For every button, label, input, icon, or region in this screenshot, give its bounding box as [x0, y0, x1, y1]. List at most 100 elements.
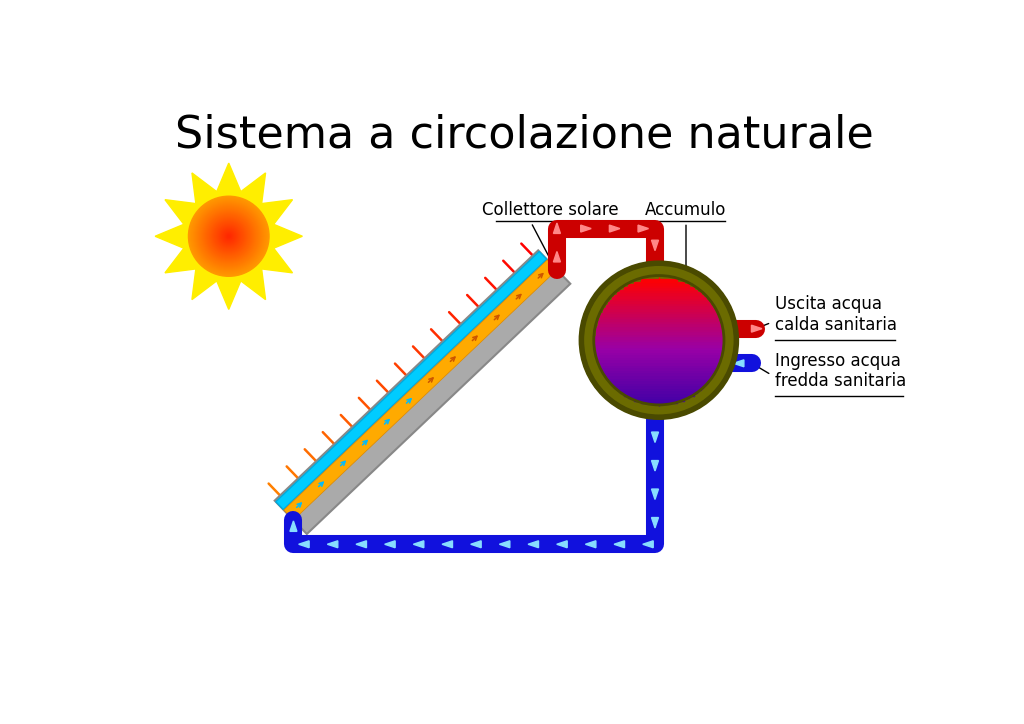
Polygon shape — [274, 251, 570, 534]
Bar — [596, 351, 721, 354]
Bar — [603, 310, 715, 313]
Polygon shape — [356, 541, 367, 548]
Circle shape — [189, 197, 268, 275]
Circle shape — [223, 231, 233, 241]
Bar — [609, 380, 708, 383]
Circle shape — [191, 199, 266, 273]
Bar — [614, 295, 703, 298]
Bar — [624, 392, 693, 395]
Circle shape — [195, 202, 263, 270]
Bar — [614, 385, 703, 388]
Circle shape — [188, 196, 269, 277]
Circle shape — [206, 214, 252, 259]
Circle shape — [225, 233, 231, 239]
Text: Ingresso acqua
fredda sanitaria: Ingresso acqua fredda sanitaria — [775, 352, 906, 390]
Bar — [601, 367, 717, 370]
Bar — [598, 321, 720, 324]
Polygon shape — [414, 541, 424, 548]
Bar — [596, 333, 722, 336]
Polygon shape — [284, 260, 557, 520]
Circle shape — [218, 225, 240, 248]
Polygon shape — [609, 225, 620, 232]
Polygon shape — [651, 432, 658, 442]
Polygon shape — [614, 541, 625, 548]
Circle shape — [199, 206, 259, 266]
Bar — [596, 346, 722, 349]
Bar — [629, 285, 689, 287]
Polygon shape — [643, 541, 653, 548]
Circle shape — [198, 205, 260, 267]
Polygon shape — [442, 541, 453, 548]
Bar — [607, 303, 710, 306]
Circle shape — [211, 218, 247, 254]
Circle shape — [219, 227, 239, 246]
Bar — [595, 336, 722, 339]
Polygon shape — [290, 521, 297, 531]
Text: Accumulo: Accumulo — [645, 201, 727, 219]
Bar — [595, 341, 722, 344]
Polygon shape — [651, 403, 658, 414]
Circle shape — [194, 201, 264, 272]
Polygon shape — [471, 541, 481, 548]
Polygon shape — [328, 541, 338, 548]
Circle shape — [582, 264, 736, 417]
Circle shape — [216, 223, 242, 249]
Circle shape — [227, 235, 229, 237]
Polygon shape — [651, 489, 658, 500]
Polygon shape — [733, 360, 743, 367]
Circle shape — [202, 209, 256, 264]
Bar — [612, 382, 706, 385]
Circle shape — [222, 230, 234, 243]
Bar — [617, 292, 700, 295]
Polygon shape — [586, 541, 596, 548]
Circle shape — [204, 211, 254, 261]
Polygon shape — [752, 325, 762, 332]
Bar — [595, 339, 722, 342]
Polygon shape — [557, 541, 567, 548]
Circle shape — [196, 203, 262, 269]
Polygon shape — [553, 223, 560, 233]
Polygon shape — [500, 541, 510, 548]
Polygon shape — [705, 360, 715, 367]
Circle shape — [197, 204, 261, 269]
Circle shape — [207, 214, 251, 258]
Circle shape — [215, 222, 243, 251]
Bar — [617, 387, 700, 390]
Text: Collettore solare: Collettore solare — [482, 201, 618, 219]
Bar — [601, 313, 717, 316]
Bar — [641, 400, 677, 403]
Bar — [607, 377, 710, 380]
Polygon shape — [638, 225, 648, 232]
Bar — [597, 354, 721, 357]
Bar — [604, 308, 714, 311]
Bar — [634, 397, 684, 400]
Bar — [609, 300, 708, 303]
Circle shape — [203, 210, 255, 262]
Circle shape — [221, 228, 237, 244]
Bar — [629, 395, 689, 398]
Polygon shape — [651, 240, 658, 251]
Bar — [597, 326, 721, 329]
Polygon shape — [155, 163, 302, 309]
Bar — [606, 305, 712, 308]
Polygon shape — [299, 541, 309, 548]
Polygon shape — [581, 225, 591, 232]
Bar — [600, 316, 718, 319]
Circle shape — [190, 198, 267, 274]
Bar — [596, 349, 722, 352]
Circle shape — [205, 212, 253, 261]
Circle shape — [201, 209, 257, 264]
Bar — [599, 362, 719, 365]
Bar — [598, 323, 720, 326]
Bar — [624, 287, 693, 290]
Circle shape — [210, 217, 248, 256]
Bar — [596, 328, 721, 331]
Bar — [595, 344, 722, 347]
Bar — [599, 318, 719, 321]
Polygon shape — [553, 251, 560, 262]
Circle shape — [213, 220, 245, 252]
Text: Uscita acqua
calda sanitaria: Uscita acqua calda sanitaria — [775, 295, 897, 334]
Polygon shape — [528, 541, 539, 548]
Bar — [598, 359, 720, 362]
Circle shape — [200, 207, 258, 265]
